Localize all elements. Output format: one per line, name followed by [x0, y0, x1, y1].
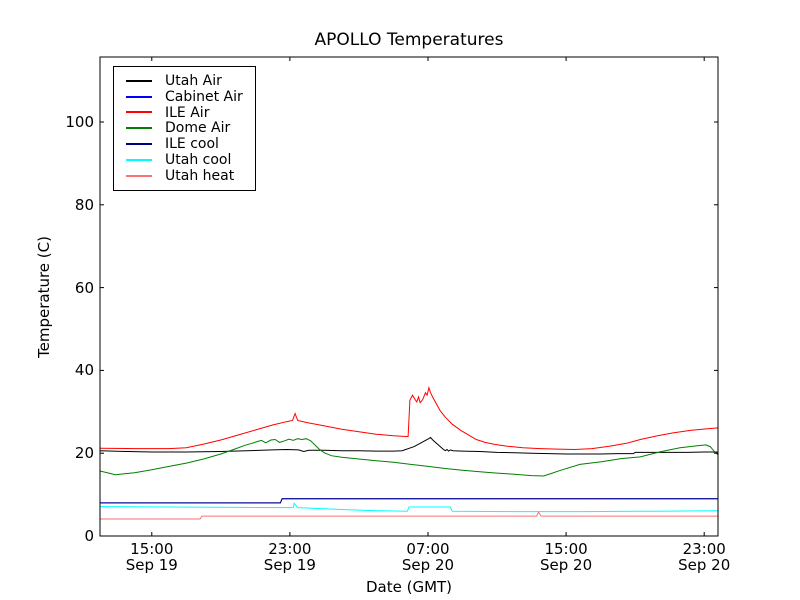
legend-label: ILE Air	[165, 104, 210, 121]
legend-label: Utah Air	[165, 72, 222, 89]
legend-item-ile-air: ILE Air	[126, 105, 243, 121]
legend-item-utah-cool: Utah cool	[126, 152, 243, 168]
x-tick-label: 15:00 Sep 20	[521, 541, 611, 573]
x-tick-date: Sep 20	[401, 556, 455, 574]
x-tick-time: 23:00	[682, 540, 726, 558]
chart-title: APOLLO Temperatures	[314, 30, 504, 50]
legend: Utah Air Cabinet Air ILE Air Dome Air ILE co…	[113, 66, 256, 191]
legend-line-sample	[126, 127, 152, 130]
legend-label: Utah heat	[165, 167, 235, 184]
axes-frame	[99, 56, 719, 537]
y-tick-label: 80	[74, 195, 94, 214]
series-line-cabinet-air	[100, 498, 718, 504]
y-tick-label: 40	[74, 361, 94, 380]
legend-line-sample	[126, 158, 152, 161]
x-tick-time: 07:00	[406, 540, 450, 558]
legend-item-utah-heat: Utah heat	[126, 168, 243, 184]
y-tick-label: 20	[74, 444, 94, 463]
legend-line-sample	[126, 95, 152, 98]
y-tick-label: 60	[74, 278, 94, 297]
x-tick-label: 23:00 Sep 19	[245, 541, 335, 573]
legend-label: Utah cool	[165, 151, 232, 168]
y-tick-label: 100	[65, 112, 94, 131]
x-tick-label: 23:00 Sep 20	[659, 541, 749, 573]
legend-line-sample	[126, 143, 152, 146]
legend-item-ile-cool: ILE cool	[126, 136, 243, 152]
legend-line-sample	[126, 111, 152, 114]
series-line-dome-air	[99, 438, 719, 477]
x-tick-date: Sep 20	[678, 556, 731, 574]
legend-line-sample	[126, 174, 152, 177]
series-line-ile-air	[99, 386, 719, 451]
x-tick-time: 23:00	[268, 540, 312, 558]
legend-item-cabinet-air: Cabinet Air	[126, 89, 243, 105]
legend-label: ILE cool	[165, 136, 219, 153]
series-line-ile-cool	[100, 498, 718, 504]
x-tick-date: Sep 20	[540, 556, 593, 574]
y-tick-label: 0	[84, 527, 94, 545]
series-line-utah-cool	[99, 502, 719, 513]
x-tick-time: 15:00	[544, 540, 588, 558]
x-tick-label: 15:00 Sep 19	[107, 541, 197, 573]
legend-line-sample	[126, 79, 152, 82]
legend-label: Dome Air	[165, 120, 231, 137]
x-tick-date: Sep 19	[263, 556, 316, 574]
legend-label: Cabinet Air	[165, 88, 243, 105]
series-line-utah-air	[99, 436, 718, 455]
legend-item-utah-air: Utah Air	[126, 73, 243, 89]
x-tick-label: 07:00 Sep 20	[383, 541, 473, 573]
x-tick-date: Sep 19	[125, 556, 178, 574]
x-tick-time: 15:00	[130, 540, 174, 558]
x-axis-label: Date (GMT)	[365, 578, 453, 596]
series-line-utah-heat	[100, 510, 718, 520]
legend-item-dome-air: Dome Air	[126, 120, 243, 136]
